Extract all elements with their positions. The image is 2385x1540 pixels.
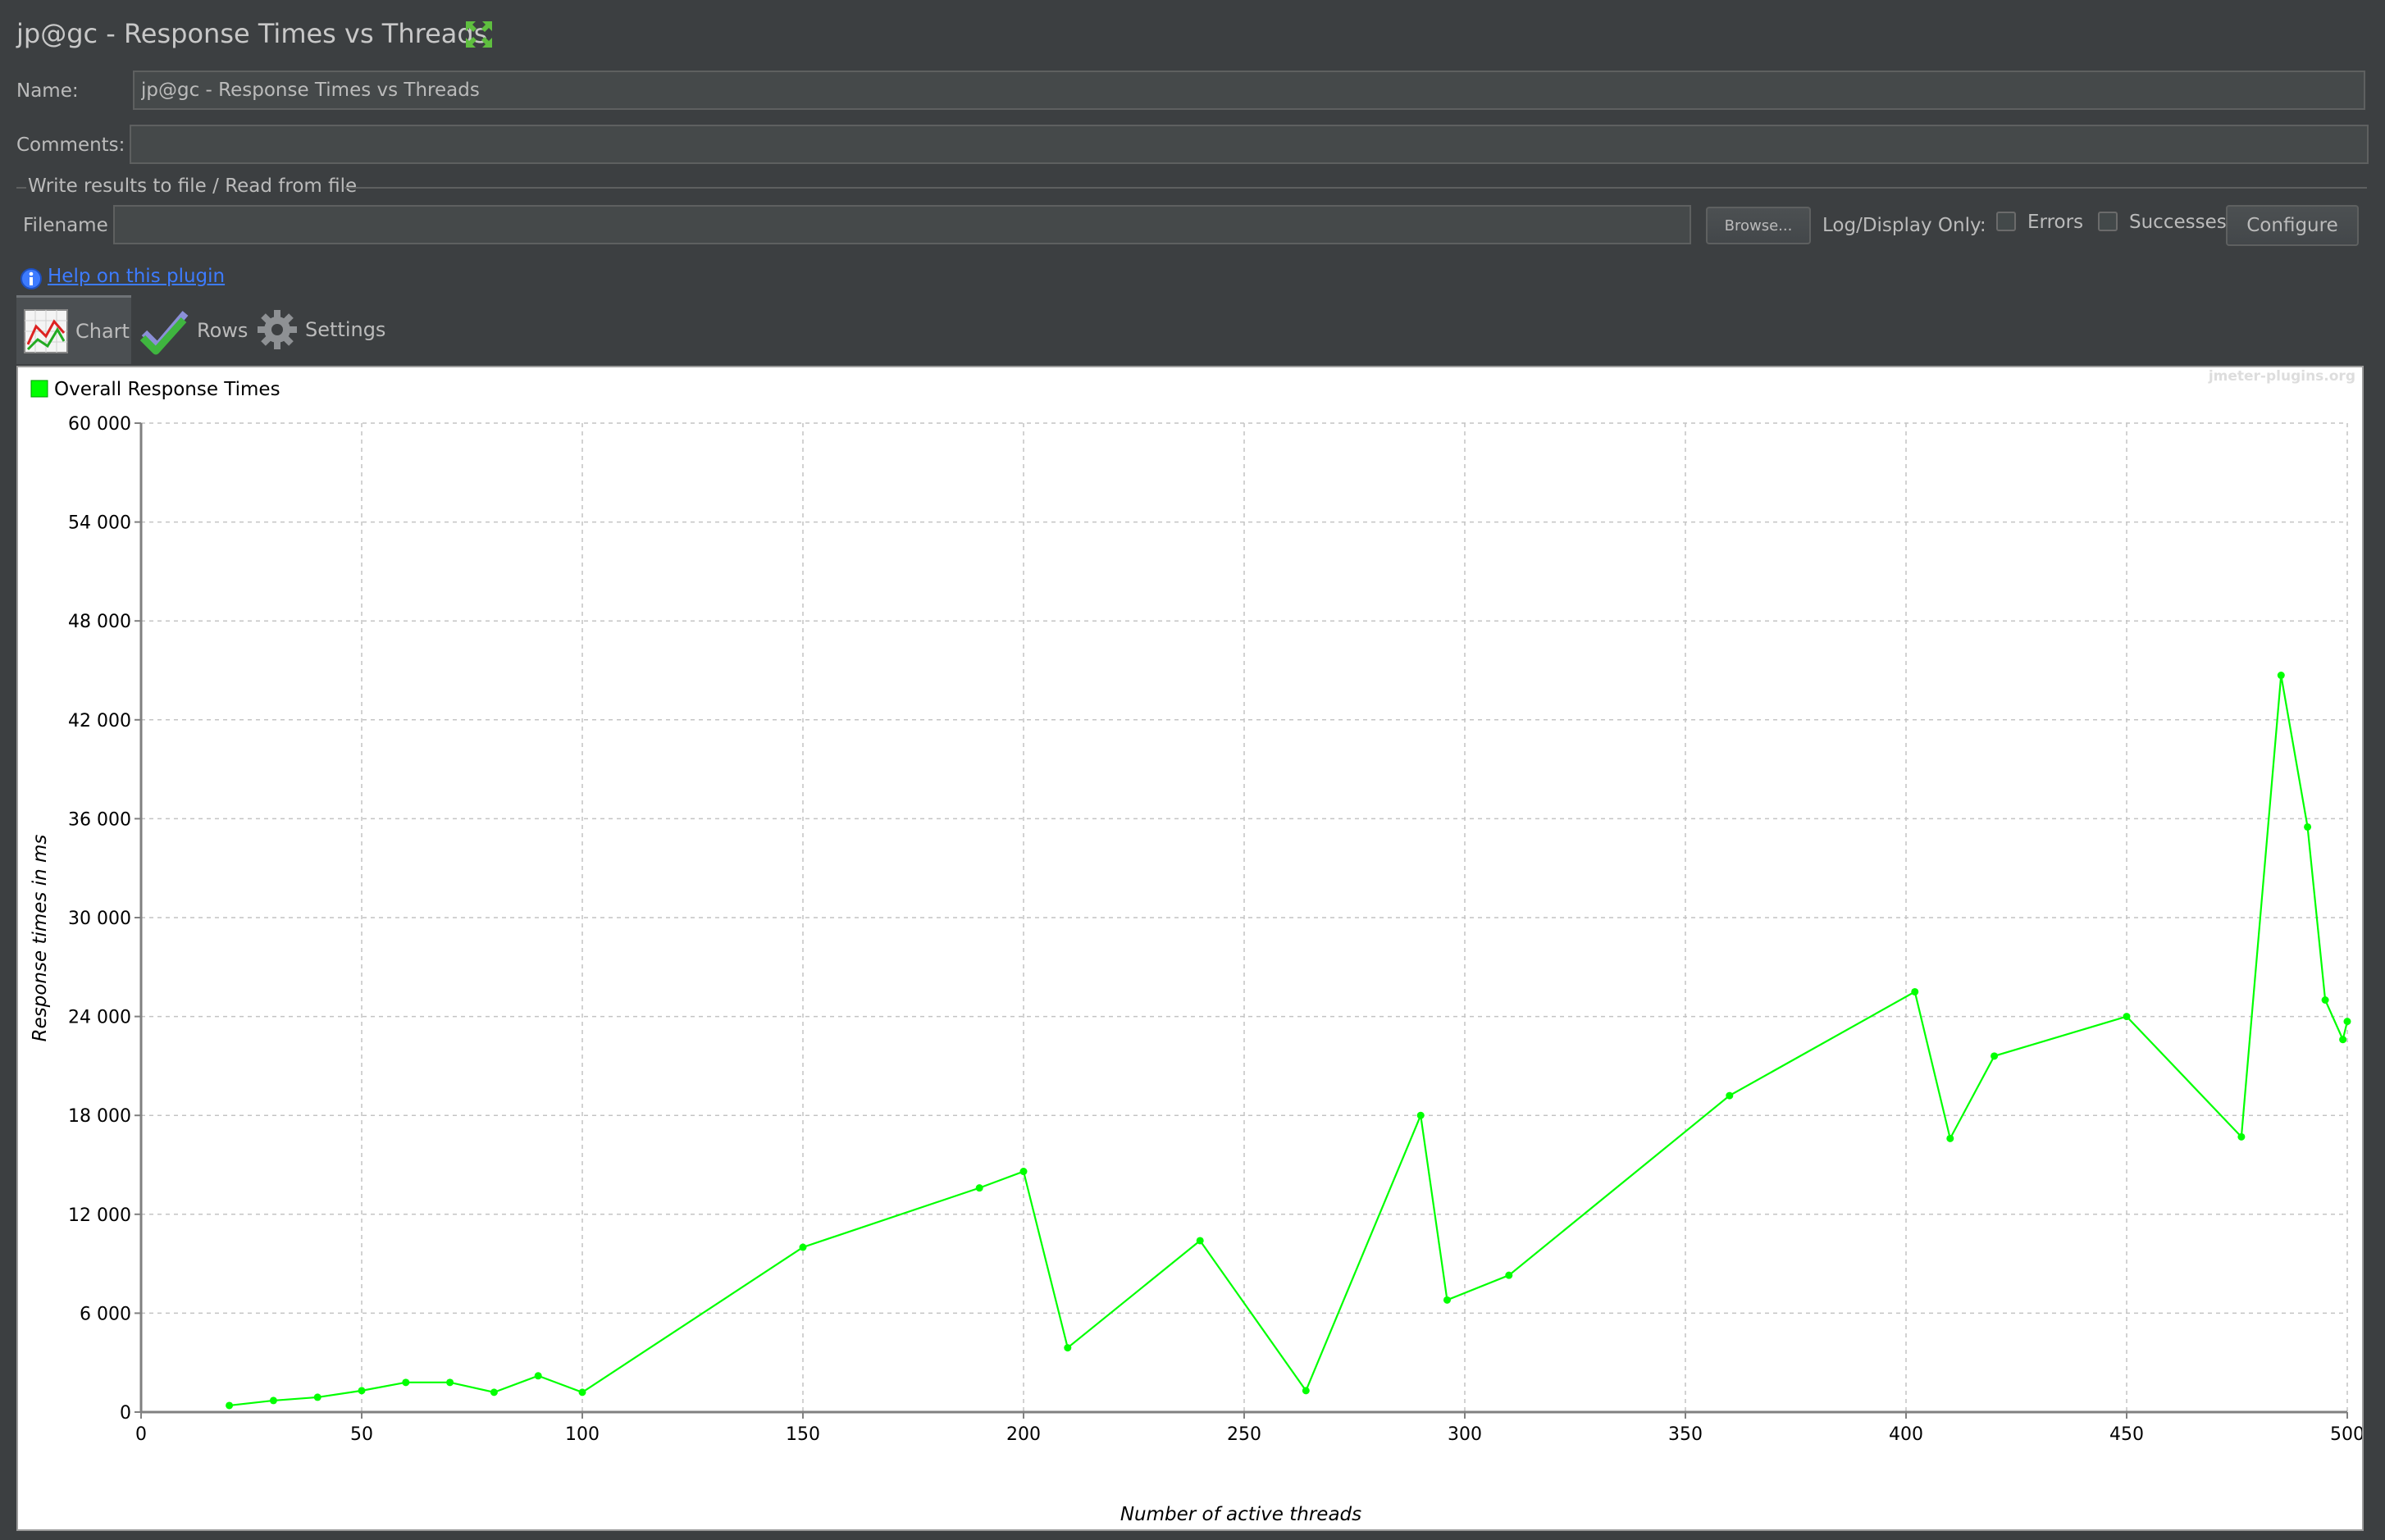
legend-swatch [30,380,48,398]
name-label: Name: [16,80,79,102]
data-point [1991,1052,1999,1060]
info-icon [21,268,42,289]
data-point [975,1184,983,1192]
y-tick-label: 24 000 [68,1008,131,1028]
data-point [490,1388,498,1396]
response-times-chart: jmeter-plugins.org Overall Response Time… [30,368,2364,1525]
x-tick-label: 200 [1006,1424,1041,1445]
browse-button[interactable]: Browse... [1706,207,1811,244]
data-point [1911,987,1919,996]
x-tick-label: 350 [1668,1424,1703,1445]
chart-panel: jmeter-plugins.org Overall Response Time… [16,366,2364,1531]
data-point [402,1378,410,1387]
tab-chart-label: Chart [75,319,130,343]
data-point [534,1372,542,1380]
data-point [358,1387,366,1395]
y-tick-label: 60 000 [68,414,131,435]
window-title: jp@gc - Response Times vs Threads [16,18,488,49]
y-tick-label: 54 000 [68,513,131,534]
y-tick-label: 48 000 [68,612,131,632]
successes-label: Successes [2129,212,2227,233]
y-tick-label: 12 000 [68,1205,131,1226]
data-point [1019,1168,1028,1176]
x-axis-label: Number of active threads [1120,1504,1361,1525]
tab-rows-label: Rows [197,319,249,342]
errors-label: Errors [2027,212,2084,233]
data-point [2123,1013,2131,1021]
data-point [578,1388,586,1396]
x-tick-label: 150 [786,1424,820,1445]
y-axis-label: Response times in ms [30,835,51,1042]
tab-chart[interactable]: Chart [16,295,131,364]
successes-checkbox[interactable] [2098,212,2118,231]
data-point [1443,1296,1451,1304]
comments-label: Comments: [16,134,125,156]
data-point [446,1378,454,1387]
checkmarks-icon [139,311,189,355]
watermark-text: jmeter-plugins.org [2208,368,2355,385]
data-point [1416,1111,1425,1119]
data-point [1196,1237,1204,1245]
series-line [229,675,2349,1407]
tab-rows[interactable]: Rows [139,303,248,358]
data-point [1946,1134,1954,1142]
filename-field[interactable] [113,205,1691,244]
configure-button[interactable]: Configure [2226,205,2359,246]
y-tick-label: 6 000 [80,1304,131,1324]
data-point [269,1396,277,1405]
errors-checkbox[interactable] [1996,212,2016,231]
x-tick-label: 400 [1889,1424,1923,1445]
x-tick-label: 300 [1448,1424,1482,1445]
y-tick-label: 18 000 [68,1106,131,1127]
legend-label: Overall Response Times [54,379,280,400]
x-tick-label: 100 [565,1424,600,1445]
x-tick-label: 50 [350,1424,373,1445]
data-point [226,1401,234,1410]
data-point [2343,1018,2351,1026]
tab-settings-label: Settings [305,318,386,341]
x-tick-label: 250 [1227,1424,1261,1445]
data-point [1064,1344,1072,1352]
name-field[interactable] [133,71,2365,110]
y-tick-label: 42 000 [68,711,131,731]
log-display-label: Log/Display Only: [1822,215,1986,236]
y-tick-label: 36 000 [68,809,131,830]
data-point [2277,672,2285,680]
data-point [2339,1036,2347,1044]
data-point [1726,1091,1734,1100]
expand-icon[interactable] [464,20,494,49]
line-chart-icon [24,308,68,353]
help-link[interactable]: Help on this plugin [48,266,226,287]
x-tick-label: 500 [2330,1424,2362,1445]
data-point [2304,822,2312,831]
data-point [799,1243,807,1251]
x-tick-label: 450 [2109,1424,2144,1445]
gear-icon [258,310,297,349]
x-tick-label: 0 [135,1424,147,1445]
data-point [1302,1387,1310,1395]
data-point [1505,1271,1513,1279]
y-tick-label: 30 000 [68,909,131,929]
group-border-right [344,187,2367,189]
comments-field[interactable] [130,125,2369,164]
y-tick-label: 0 [120,1403,131,1424]
group-border-left [16,187,26,189]
tab-settings[interactable]: Settings [256,305,385,354]
data-point [2237,1132,2246,1141]
data-point [2321,996,2329,1004]
filename-label: Filename [23,215,108,236]
data-point [313,1393,321,1401]
file-group-title: Write results to file / Read from file [28,175,358,197]
